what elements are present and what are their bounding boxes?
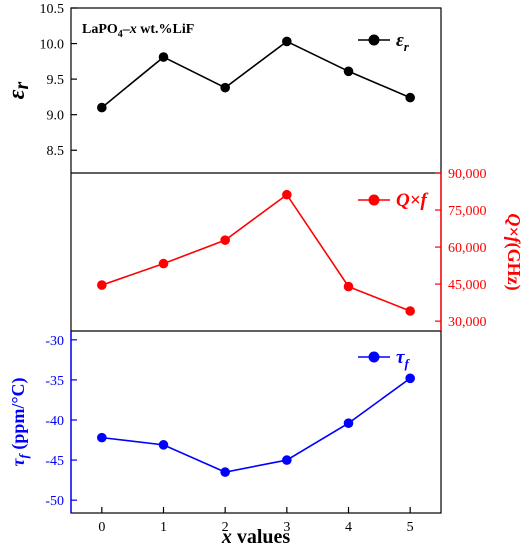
legend-subscript: f <box>404 356 410 371</box>
legend-marker <box>368 351 380 363</box>
legend-label: τf <box>396 347 410 371</box>
legend-symbol: ε <box>396 30 404 51</box>
x-axis-label: x values <box>221 526 291 548</box>
series-line <box>101 40 411 109</box>
y-tick-label: -45 <box>45 454 64 469</box>
x-tick-label: 2 <box>222 520 229 535</box>
x-tick-label: 1 <box>160 520 167 535</box>
x-tick-label: 3 <box>283 520 290 535</box>
data-point <box>97 280 107 290</box>
data-point <box>220 467 230 477</box>
annotation-part: wt.%LiF <box>137 22 195 37</box>
data-point <box>158 52 169 62</box>
x-tick-label: 4 <box>345 520 352 535</box>
y-tick-label: 30,000 <box>448 315 487 330</box>
legend-marker <box>368 194 380 206</box>
y-tick-label: 9.5 <box>47 73 65 88</box>
series-line <box>101 193 411 312</box>
x-tick-label: 5 <box>407 520 414 535</box>
data-point <box>97 432 107 443</box>
y-tick-label: 90,000 <box>448 167 487 182</box>
legend-subscript: r <box>404 39 410 54</box>
chart-marks: 0 1 2 3 4 58.59.09.510.010.5εrεr30,00045,0006… <box>4 2 524 535</box>
y-tick-label: 75,000 <box>448 204 487 219</box>
y-tick-label: 8.5 <box>47 144 65 159</box>
y-tick-label: -35 <box>45 374 64 389</box>
y-tick-label: 10.0 <box>40 38 65 53</box>
data-point <box>405 373 415 384</box>
y-axis-label-subscript: r <box>11 81 33 89</box>
data-point <box>282 189 292 200</box>
series-line <box>101 377 411 473</box>
y-tick-label: 45,000 <box>448 278 487 293</box>
annotation-subscript: 4 <box>118 29 123 40</box>
x-tick-label: 0 <box>98 520 105 535</box>
y-tick-label: -40 <box>45 414 64 429</box>
y-axis-label: Q×f(GHz) <box>503 213 524 290</box>
y-tick-label: 60,000 <box>448 241 487 256</box>
y-axis-label-subscript: f <box>16 453 31 459</box>
y-tick-label: -50 <box>45 494 64 509</box>
data-point <box>343 418 354 429</box>
data-point <box>158 440 169 450</box>
data-point <box>158 258 169 269</box>
plot-frame <box>70 7 442 514</box>
x-axis-label-rest: values <box>232 526 291 548</box>
data-point <box>97 102 107 113</box>
y-axis-label: εr <box>4 81 33 99</box>
y-tick-label: 10.5 <box>40 2 65 17</box>
data-point <box>343 281 354 292</box>
annotation-part: LaPO <box>82 22 118 37</box>
annotation-text: LaPO4–x wt.%LiF <box>82 22 194 40</box>
y-axis-label-symbol: ε <box>4 89 30 99</box>
data-point <box>282 455 292 465</box>
chart-annotation: LaPO4–x wt.%LiF <box>82 22 194 40</box>
y-axis-label-symbol: Q×f <box>504 213 524 244</box>
y-tick-label: -30 <box>45 334 64 349</box>
data-point <box>282 36 292 47</box>
y-axis-label-symbol: τ <box>8 458 28 467</box>
legend-label: Q×f <box>396 190 429 211</box>
legend-symbol: τ <box>396 347 405 368</box>
data-point <box>405 92 415 103</box>
y-axis-label: τf (ppm/°C) <box>8 377 31 466</box>
data-point <box>220 235 230 245</box>
y-axis-label-unit: (ppm/°C) <box>8 377 29 454</box>
data-point <box>405 306 415 316</box>
annotation-variable: x <box>129 22 137 37</box>
legend-marker <box>368 34 380 46</box>
data-point <box>343 66 354 77</box>
y-tick-label: 9.0 <box>47 109 65 124</box>
data-point <box>220 82 230 93</box>
x-axis-label-var: x <box>221 526 232 548</box>
annotation-part: – <box>122 22 131 37</box>
legend-label: εr <box>396 30 410 54</box>
y-axis-label-unit: (GHz) <box>503 243 524 291</box>
